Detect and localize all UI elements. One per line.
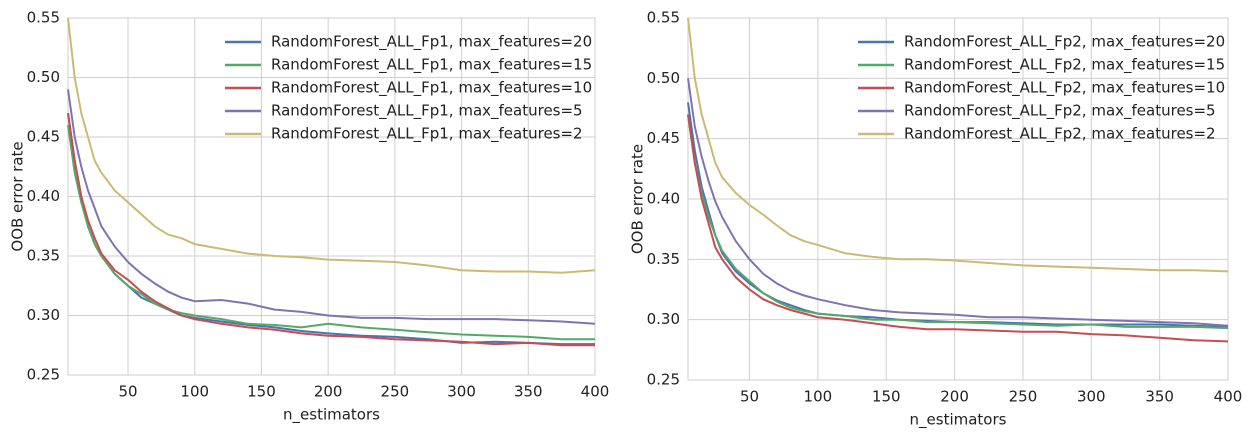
y-tick-label: 0.45: [647, 129, 680, 147]
x-tick-label: 200: [314, 383, 343, 401]
y-tick-label: 0.35: [647, 250, 680, 268]
legend-label: RandomForest_ALL_Fp2, max_features=15: [904, 56, 1225, 75]
y-tick-label: 0.35: [27, 247, 60, 265]
legend-label: RandomForest_ALL_Fp1, max_features=10: [271, 79, 592, 98]
x-tick-label: 400: [581, 383, 610, 401]
y-tick-label: 0.45: [27, 128, 60, 146]
x-tick-label: 100: [180, 383, 209, 401]
legend-label: RandomForest_ALL_Fp1, max_features=2: [271, 125, 583, 144]
x-axis-label: n_estimators: [910, 411, 1007, 430]
y-tick-label: 0.55: [27, 9, 60, 27]
y-tick-label: 0.30: [647, 310, 680, 328]
x-tick-label: 50: [118, 383, 137, 401]
data-line: [67, 113, 595, 346]
chart: 50 100 150 200 250 300 350 400 0.25 0.30 0.35 0.40 0…: [629, 9, 1243, 430]
x-axis-label: n_estimators: [283, 406, 380, 425]
y-tick-label: 0.50: [647, 69, 680, 87]
y-tick-label: 0.40: [27, 187, 60, 205]
data-line: [687, 78, 1229, 327]
y-tick-label: 0.25: [647, 371, 680, 389]
y-tick-label: 0.30: [27, 306, 60, 324]
x-tick-label: 350: [1145, 388, 1174, 406]
legend-label: RandomForest_ALL_Fp1, max_features=5: [271, 102, 583, 121]
x-tick-label: 250: [381, 383, 410, 401]
y-tick-label: 0.25: [27, 366, 60, 384]
y-axis-label: OOB error rate: [629, 144, 647, 254]
legend-label: RandomForest_ALL_Fp1, max_features=20: [271, 33, 592, 52]
x-tick-label: 300: [1077, 388, 1106, 406]
data-line: [67, 124, 595, 341]
data-line: [67, 113, 595, 347]
data-line: [67, 17, 596, 274]
data-line: [687, 114, 1229, 343]
chart: 50 100 150 200 250 300 350 400 0.25 0.30 0.35 0.40 0…: [9, 9, 610, 425]
data-line: [687, 17, 1229, 273]
legend-label: RandomForest_ALL_Fp2, max_features=2: [904, 125, 1216, 144]
x-tick-label: 200: [940, 388, 969, 406]
legend-label: RandomForest_ALL_Fp1, max_features=15: [271, 56, 592, 75]
x-tick-label: 150: [247, 383, 276, 401]
x-tick-label: 400: [1214, 388, 1243, 406]
y-axis-label: OOB error rate: [9, 141, 27, 251]
x-tick-label: 50: [740, 388, 759, 406]
x-tick-label: 150: [872, 388, 901, 406]
x-tick-label: 100: [804, 388, 833, 406]
legend-label: RandomForest_ALL_Fp2, max_features=10: [904, 79, 1225, 98]
y-tick-label: 0.50: [27, 68, 60, 86]
x-tick-label: 250: [1009, 388, 1038, 406]
y-tick-label: 0.40: [647, 190, 680, 208]
data-line: [687, 114, 1229, 330]
x-tick-label: 350: [514, 383, 543, 401]
data-line: [67, 89, 596, 325]
plot-frame: [67, 17, 596, 376]
legend-label: RandomForest_ALL_Fp2, max_features=20: [904, 33, 1225, 52]
legend-label: RandomForest_ALL_Fp2, max_features=5: [904, 102, 1216, 121]
x-tick-label: 300: [447, 383, 476, 401]
y-tick-label: 0.55: [647, 9, 680, 27]
plot-frame: [687, 17, 1229, 381]
